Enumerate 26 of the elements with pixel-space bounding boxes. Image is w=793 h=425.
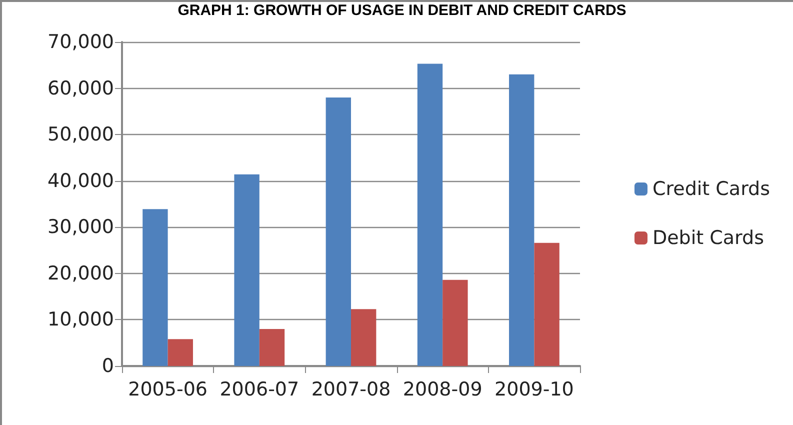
y-tick-label: 30,000	[48, 216, 114, 238]
bar	[326, 98, 351, 366]
y-tick-label: 0	[102, 355, 114, 377]
y-tick-label: 20,000	[48, 262, 114, 284]
bar	[417, 64, 443, 366]
bar	[142, 209, 168, 366]
bar	[259, 328, 285, 366]
y-tick-label: 10,000	[48, 308, 114, 331]
x-tick-label: 2006-07	[220, 378, 300, 400]
y-tick-label: 40,000	[48, 170, 114, 192]
bar	[509, 74, 534, 366]
x-tick-label: 2008-09	[402, 378, 482, 400]
legend-label: Credit Cards	[652, 178, 770, 200]
bar	[534, 242, 560, 366]
legend-label: Debit Cards	[652, 227, 764, 249]
x-tick-label: 2007-08	[311, 378, 391, 400]
x-tick-label: 2005-06	[128, 378, 208, 400]
y-tick-label: 70,000	[48, 31, 114, 53]
x-tick-label: 2009-10	[494, 378, 574, 400]
y-tick-label: 50,000	[48, 124, 114, 146]
bar	[442, 280, 468, 366]
bar	[351, 309, 376, 366]
bar	[168, 339, 193, 366]
chart-title: GRAPH 1: GROWTH OF USAGE IN DEBIT AND CREDIT CARDS	[178, 2, 626, 19]
bar	[234, 174, 260, 366]
y-tick-label: 60,000	[48, 77, 114, 100]
